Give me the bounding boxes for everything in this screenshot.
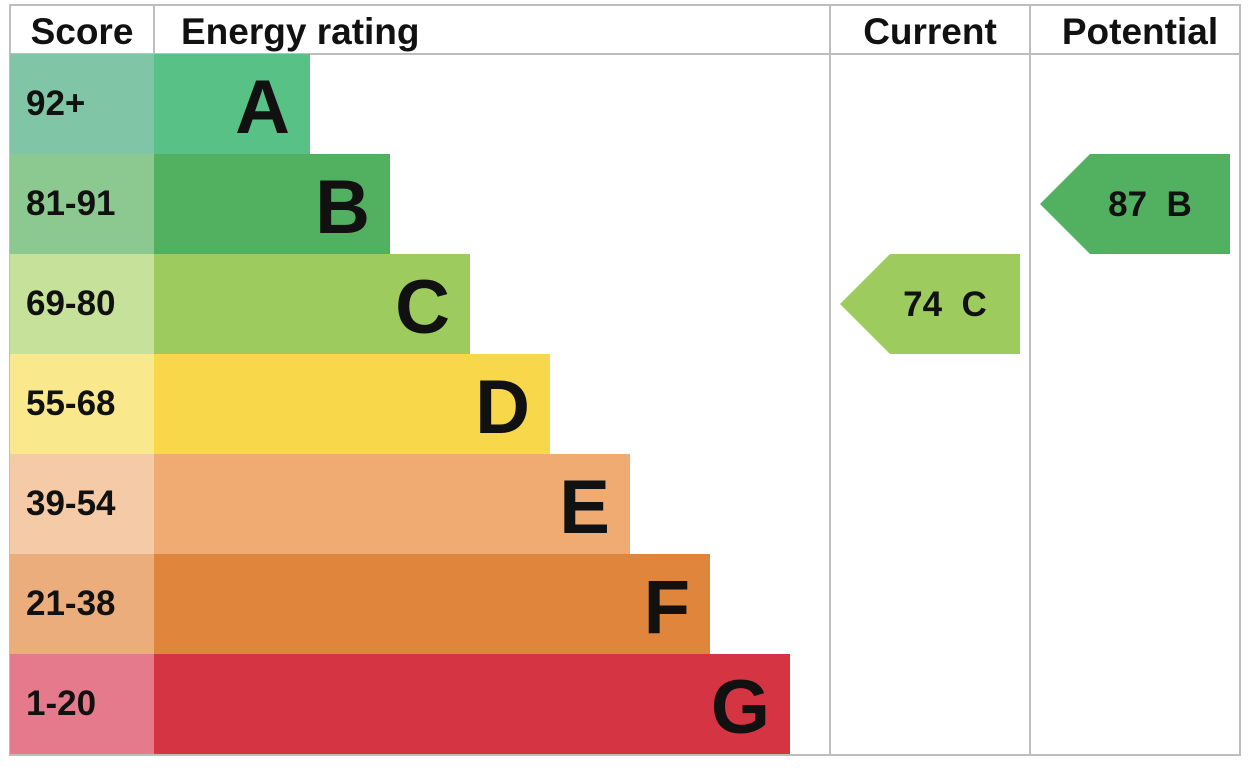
rating-bar-a bbox=[154, 54, 310, 154]
band-c: 69-80 C bbox=[10, 254, 470, 354]
rating-letter-e: E bbox=[559, 465, 610, 550]
header-current: Current bbox=[863, 11, 997, 52]
band-g: 1-20 G bbox=[10, 654, 790, 754]
score-label-d: 55-68 bbox=[26, 384, 116, 423]
header-row: Score Energy rating Current Potential bbox=[31, 11, 1219, 52]
header-score: Score bbox=[31, 11, 134, 52]
score-cell-e bbox=[10, 454, 154, 554]
score-label-e: 39-54 bbox=[26, 484, 116, 523]
potential-arrow-shape bbox=[1040, 154, 1230, 254]
score-label-a: 92+ bbox=[26, 84, 85, 123]
rating-letter-c: C bbox=[395, 265, 450, 350]
rating-letter-b: B bbox=[315, 165, 370, 250]
current-arrow-shape bbox=[840, 254, 1020, 354]
rating-letter-g: G bbox=[711, 665, 770, 750]
current-rating-arrow: 74 C bbox=[840, 254, 1020, 354]
rating-bar-f bbox=[154, 554, 710, 654]
header-energy-rating: Energy rating bbox=[181, 11, 420, 52]
header-potential: Potential bbox=[1062, 11, 1218, 52]
potential-rating-arrow: 87 B bbox=[1040, 154, 1230, 254]
current-rating-label: 74 C bbox=[903, 285, 987, 324]
rating-arrows: 74 C 87 B bbox=[840, 154, 1230, 354]
score-cell-d bbox=[10, 354, 154, 454]
band-b: 81-91 B bbox=[10, 154, 390, 254]
rating-bar-e bbox=[154, 454, 630, 554]
rating-bar-b bbox=[154, 154, 390, 254]
score-label-b: 81-91 bbox=[26, 184, 116, 223]
rating-bands: 92+ A 81-91 B 69-80 C 55-68 D 39-54 E 21-38 F 1-20 G bbox=[10, 54, 790, 754]
score-label-g: 1-20 bbox=[26, 684, 96, 723]
band-d: 55-68 D bbox=[10, 354, 550, 454]
score-cell-c bbox=[10, 254, 154, 354]
band-f: 21-38 F bbox=[10, 554, 710, 654]
score-cell-g bbox=[10, 654, 154, 754]
band-e: 39-54 E bbox=[10, 454, 630, 554]
band-a: 92+ A bbox=[10, 54, 310, 154]
score-label-f: 21-38 bbox=[26, 584, 116, 623]
rating-letter-f: F bbox=[644, 565, 690, 650]
rating-letter-d: D bbox=[475, 365, 530, 450]
score-label-c: 69-80 bbox=[26, 284, 116, 323]
rating-bar-d bbox=[154, 354, 550, 454]
potential-rating-label: 87 B bbox=[1108, 185, 1192, 224]
score-cell-b bbox=[10, 154, 154, 254]
rating-bar-c bbox=[154, 254, 470, 354]
rating-letter-a: A bbox=[235, 65, 290, 150]
rating-bar-g bbox=[154, 654, 790, 754]
score-cell-f bbox=[10, 554, 154, 654]
score-cell-a bbox=[10, 54, 154, 154]
